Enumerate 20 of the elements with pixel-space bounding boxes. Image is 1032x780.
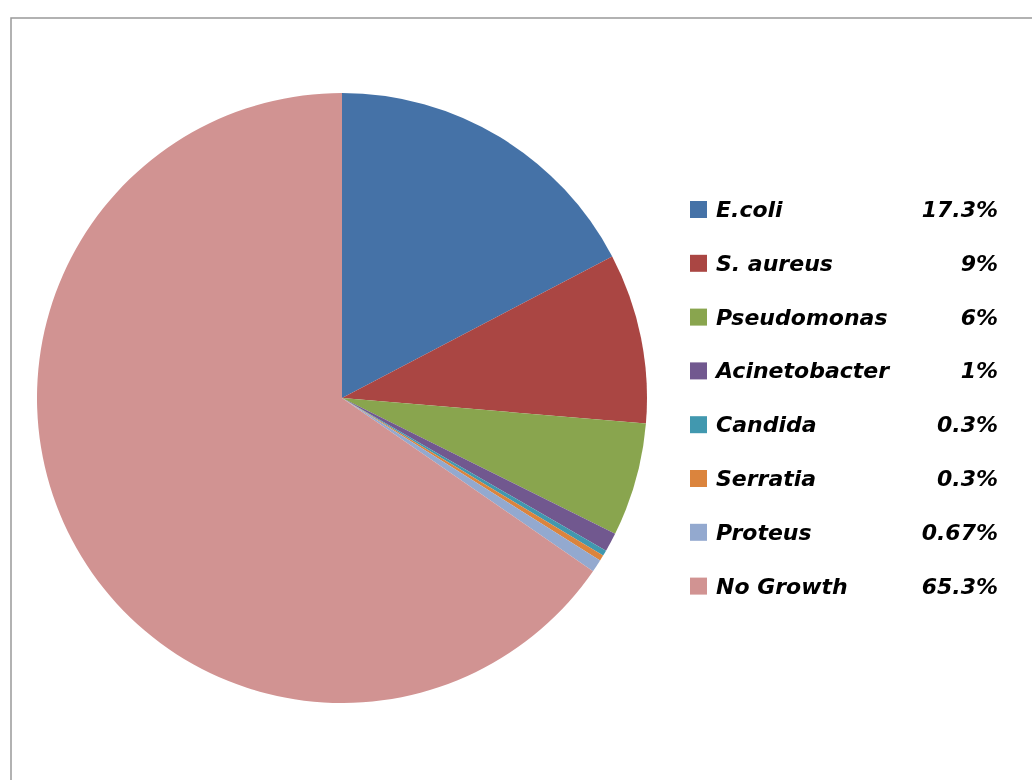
legend-label: S. aureus bbox=[716, 250, 833, 276]
legend-label: Candida bbox=[716, 412, 817, 438]
data-label: 17.3% bbox=[921, 197, 998, 222]
data-label: 1% bbox=[960, 358, 998, 384]
data-label: 9% bbox=[960, 250, 998, 276]
pie-slice bbox=[342, 256, 647, 424]
pie-slice bbox=[342, 398, 646, 534]
legend-label: Proteus bbox=[716, 519, 812, 545]
pie-slice bbox=[342, 93, 613, 398]
data-label: 0.3% bbox=[936, 412, 998, 438]
legend-label: No Growth bbox=[716, 573, 848, 599]
legend-label: Pseudomonas bbox=[716, 304, 888, 330]
data-label: 65.3% bbox=[921, 573, 998, 599]
data-label: 0.67% bbox=[921, 519, 998, 545]
data-label: 6% bbox=[960, 304, 998, 330]
legend-label: E.coli bbox=[716, 197, 784, 222]
legend-label: Acinetobacter bbox=[714, 358, 891, 384]
legend-label: Serratia bbox=[716, 466, 817, 491]
data-label: 0.3% bbox=[936, 466, 998, 491]
pie-slice bbox=[37, 93, 594, 703]
